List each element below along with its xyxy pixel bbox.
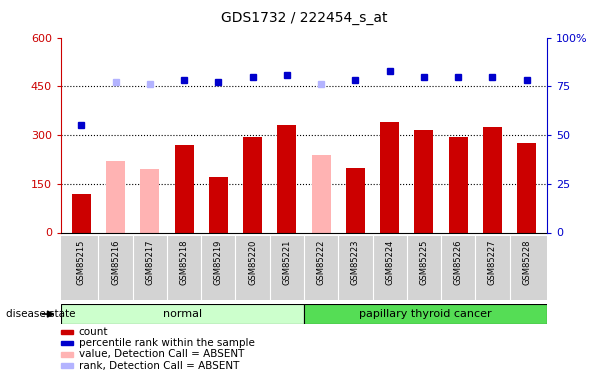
Text: GSM85227: GSM85227 xyxy=(488,240,497,285)
Text: GSM85225: GSM85225 xyxy=(420,240,429,285)
Bar xyxy=(140,169,159,232)
Bar xyxy=(106,161,125,232)
Text: normal: normal xyxy=(163,309,202,319)
Text: GSM85228: GSM85228 xyxy=(522,240,531,285)
Bar xyxy=(346,168,365,232)
Text: GSM85220: GSM85220 xyxy=(248,240,257,285)
Bar xyxy=(415,130,434,232)
Bar xyxy=(380,122,399,232)
Text: GSM85224: GSM85224 xyxy=(385,240,394,285)
Text: GDS1732 / 222454_s_at: GDS1732 / 222454_s_at xyxy=(221,11,387,25)
Text: disease state: disease state xyxy=(6,309,75,319)
Text: rank, Detection Call = ABSENT: rank, Detection Call = ABSENT xyxy=(78,361,239,370)
Bar xyxy=(449,136,468,232)
Bar xyxy=(304,304,547,324)
Bar xyxy=(209,177,228,232)
Text: GSM85218: GSM85218 xyxy=(179,240,188,285)
Text: GSM85217: GSM85217 xyxy=(145,240,154,285)
Text: papillary thyroid cancer: papillary thyroid cancer xyxy=(359,309,492,319)
Bar xyxy=(72,194,91,232)
Text: GSM85215: GSM85215 xyxy=(77,240,86,285)
Bar xyxy=(312,154,331,232)
Text: GSM85219: GSM85219 xyxy=(214,240,223,285)
Text: count: count xyxy=(78,327,108,337)
Text: value, Detection Call = ABSENT: value, Detection Call = ABSENT xyxy=(78,350,244,359)
Text: GSM85216: GSM85216 xyxy=(111,240,120,285)
Bar xyxy=(243,136,262,232)
Bar xyxy=(277,125,296,232)
Bar xyxy=(517,143,536,232)
Text: GSM85226: GSM85226 xyxy=(454,240,463,285)
Text: percentile rank within the sample: percentile rank within the sample xyxy=(78,338,255,348)
Bar xyxy=(61,304,304,324)
Text: GSM85223: GSM85223 xyxy=(351,240,360,285)
Bar xyxy=(174,145,193,232)
Text: GSM85221: GSM85221 xyxy=(282,240,291,285)
Bar xyxy=(483,127,502,232)
Text: GSM85222: GSM85222 xyxy=(317,240,326,285)
